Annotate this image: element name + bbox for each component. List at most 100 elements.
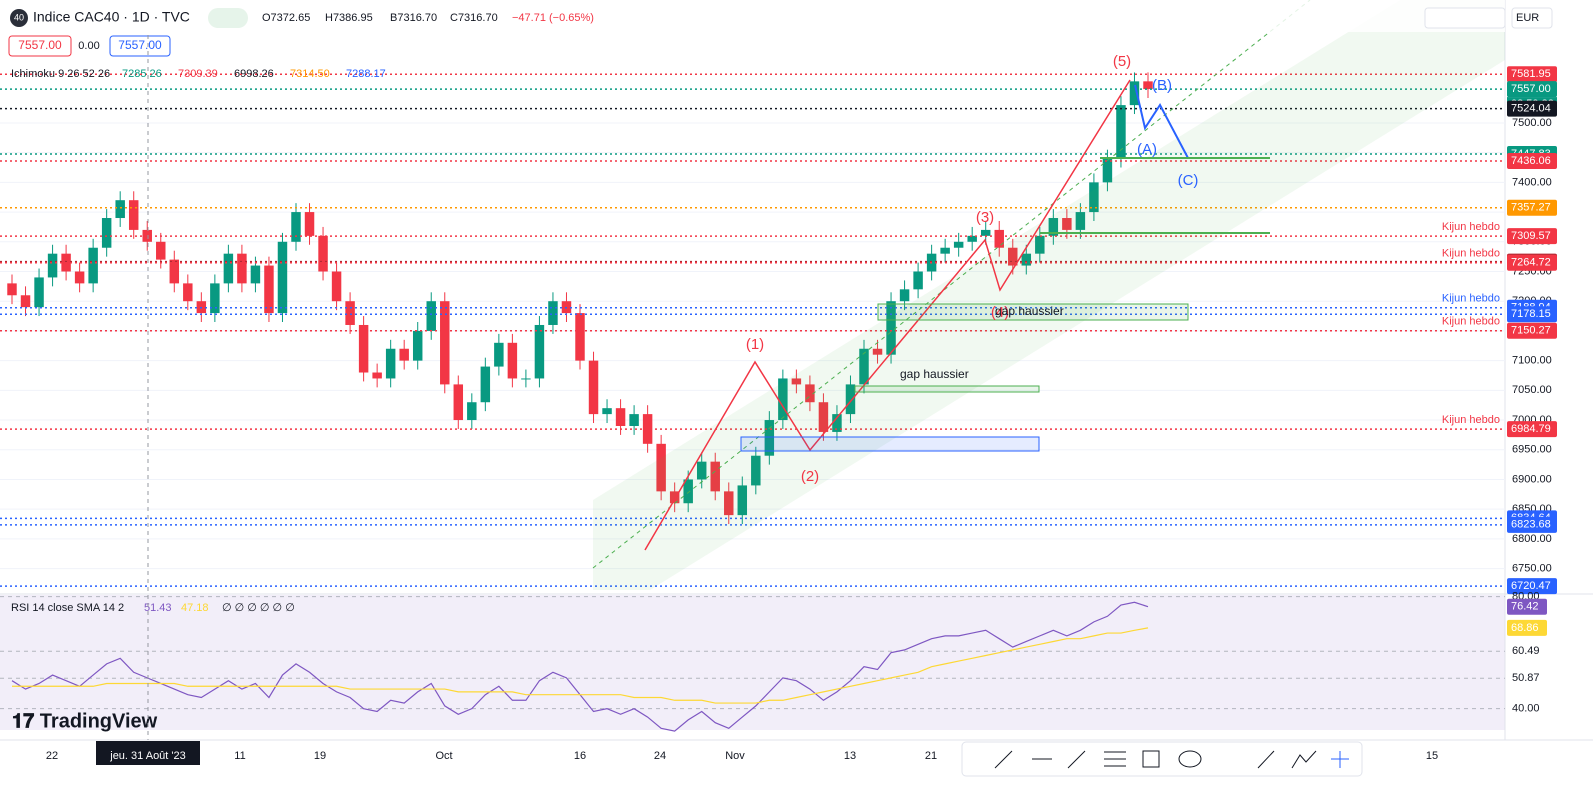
candle-body: [358, 324, 369, 373]
candle-body: [967, 235, 977, 242]
sell-button[interactable]: [8, 35, 72, 57]
candle-body: [913, 271, 923, 290]
candle-body: [1048, 218, 1059, 236]
price-tag-label: 7581.95: [1511, 68, 1551, 80]
candle-body: [88, 247, 98, 284]
level-note: Kijun hebdo: [1442, 293, 1500, 305]
candle-body: [250, 265, 261, 284]
candle-body: [412, 330, 423, 361]
candle-body: [859, 348, 869, 385]
bid[interactable]: 7557.00: [18, 38, 62, 52]
symbol-badge-text: 40: [14, 12, 24, 22]
candle-body: [724, 491, 734, 516]
x-tick-label: Nov: [725, 750, 745, 762]
price-tag-label: 7436.06: [1511, 155, 1551, 167]
candle-body: [656, 443, 666, 492]
candle-body: [169, 259, 180, 284]
candle-body: [764, 420, 775, 456]
price-tag: [1507, 66, 1557, 83]
x-tick-label: 16: [574, 750, 586, 762]
candle-body: [494, 342, 504, 367]
price-tag-label: 7357.27: [1511, 202, 1551, 214]
candle-body: [264, 265, 274, 314]
regression-channel: [593, 0, 1505, 590]
rsi-empty: ∅ ∅ ∅ ∅ ∅ ∅: [222, 602, 295, 614]
candle-body: [399, 348, 409, 361]
window-buttons[interactable]: [1424, 7, 1506, 29]
price-tag-label: 7557.00: [1511, 83, 1551, 95]
candle-body: [223, 253, 234, 284]
candle-body: [47, 253, 58, 278]
currency[interactable]: EUR: [1516, 12, 1539, 24]
level-note: Kijun hebdo: [1442, 316, 1500, 328]
y-tick-label: 6900.00: [1512, 473, 1552, 485]
level-note: Kijun hebdo: [1442, 248, 1500, 260]
candle-body: [440, 301, 450, 385]
candle-body: [1102, 158, 1113, 183]
candle-body: [953, 241, 964, 248]
currency-button[interactable]: [1511, 7, 1553, 29]
y-tick-label: 6950.00: [1512, 444, 1552, 456]
drawing-toolbar[interactable]: [961, 741, 1363, 777]
x-tick-label: 21: [925, 750, 937, 762]
y-tick-label: 6750.00: [1512, 563, 1552, 575]
candle-body: [521, 378, 531, 380]
x-tick-label: Oct: [435, 750, 452, 762]
y-tick-label: 7500.00: [1512, 117, 1552, 129]
rsi-tag: [1507, 598, 1547, 615]
price-tag: [1507, 228, 1557, 245]
wave-label: (5): [1113, 53, 1131, 70]
y-tick-label: 7100.00: [1512, 355, 1552, 367]
candle-body: [534, 324, 545, 379]
candle-body: [751, 455, 761, 486]
candle-body: [1008, 247, 1018, 266]
ask[interactable]: 7557.00: [118, 38, 162, 52]
level-note: Kijun hebdo: [1442, 221, 1500, 233]
candle-body: [642, 414, 653, 444]
correction-lines: [1134, 84, 1189, 159]
price-tag: [1507, 81, 1557, 98]
wave-label: (A): [1137, 141, 1157, 158]
ichimoku-value: 7285.26: [122, 68, 162, 80]
price-tag-label: 7178.15: [1511, 308, 1551, 320]
rsi-tick-label: 40.00: [1512, 703, 1540, 715]
candle-body: [872, 348, 883, 355]
price-tag: [1507, 199, 1557, 216]
candle-body: [345, 301, 355, 325]
wave-label: (C): [1178, 172, 1199, 189]
ohlc-high: H7386.95: [325, 12, 373, 24]
candle-body: [7, 283, 17, 296]
candle-body: [575, 313, 585, 361]
ohlc-close: C7316.70: [450, 12, 498, 24]
candle-body: [778, 378, 788, 421]
candle-body: [1089, 182, 1099, 213]
candle-body: [101, 218, 112, 248]
candle-body: [467, 402, 477, 421]
candle-body: [304, 212, 315, 236]
gap-box: [854, 385, 1040, 393]
candle-body: [318, 235, 328, 272]
candle-body: [737, 485, 748, 516]
rsi-tag-label: 76.42: [1511, 601, 1539, 613]
price-tag: [1507, 306, 1557, 323]
logo: 𝟏𝟕 TradingView: [12, 710, 158, 732]
candle-body: [886, 301, 896, 355]
x-tick-label: 19: [314, 750, 326, 762]
x-tick-label: 15: [1426, 750, 1438, 762]
channel-mid: [592, 0, 1311, 569]
header-bg: [0, 0, 1505, 32]
ohlc-low: B7316.70: [390, 12, 437, 24]
rsi-value: 51.43: [144, 602, 172, 614]
x-tick-label: 13: [844, 750, 856, 762]
market-status[interactable]: [208, 8, 248, 28]
candle-body: [980, 229, 991, 236]
candle-body: [1075, 212, 1086, 230]
symbol-title[interactable]: Indice CAC40 · 1D · TVC: [33, 9, 190, 25]
rsi-tick-label: 50.87: [1512, 672, 1540, 684]
ohlc-change: −47.71 (−0.65%): [512, 12, 594, 24]
buy-button[interactable]: [109, 35, 171, 57]
gap-label: gap haussier: [900, 367, 969, 381]
wave-label: (1): [746, 336, 764, 353]
candle-body: [994, 229, 1004, 248]
